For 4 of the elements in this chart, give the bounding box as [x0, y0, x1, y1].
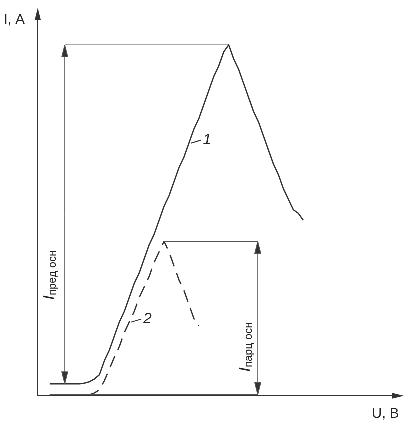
- legend-label: 1: [203, 131, 212, 148]
- x-axis-title: U, В: [372, 405, 400, 421]
- y-axis-title: I, А: [4, 11, 26, 27]
- legend-label: 2: [142, 310, 152, 328]
